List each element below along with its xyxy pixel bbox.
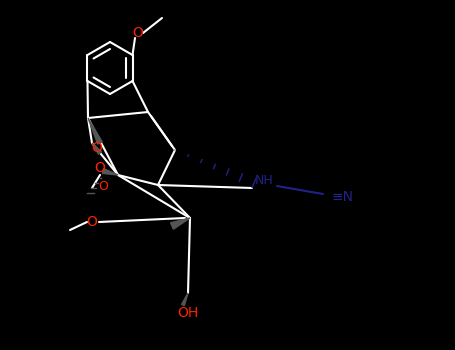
Text: OH: OH [177,306,199,320]
Text: NH: NH [255,175,273,188]
Text: O: O [95,161,106,175]
Polygon shape [88,118,102,144]
Text: ≡N: ≡N [332,190,354,204]
Polygon shape [102,169,118,175]
Text: O: O [132,26,143,40]
Polygon shape [182,293,188,306]
Text: O: O [91,141,102,155]
Polygon shape [171,218,190,229]
Text: O: O [98,180,108,193]
Text: O: O [86,215,97,229]
Polygon shape [92,143,101,154]
